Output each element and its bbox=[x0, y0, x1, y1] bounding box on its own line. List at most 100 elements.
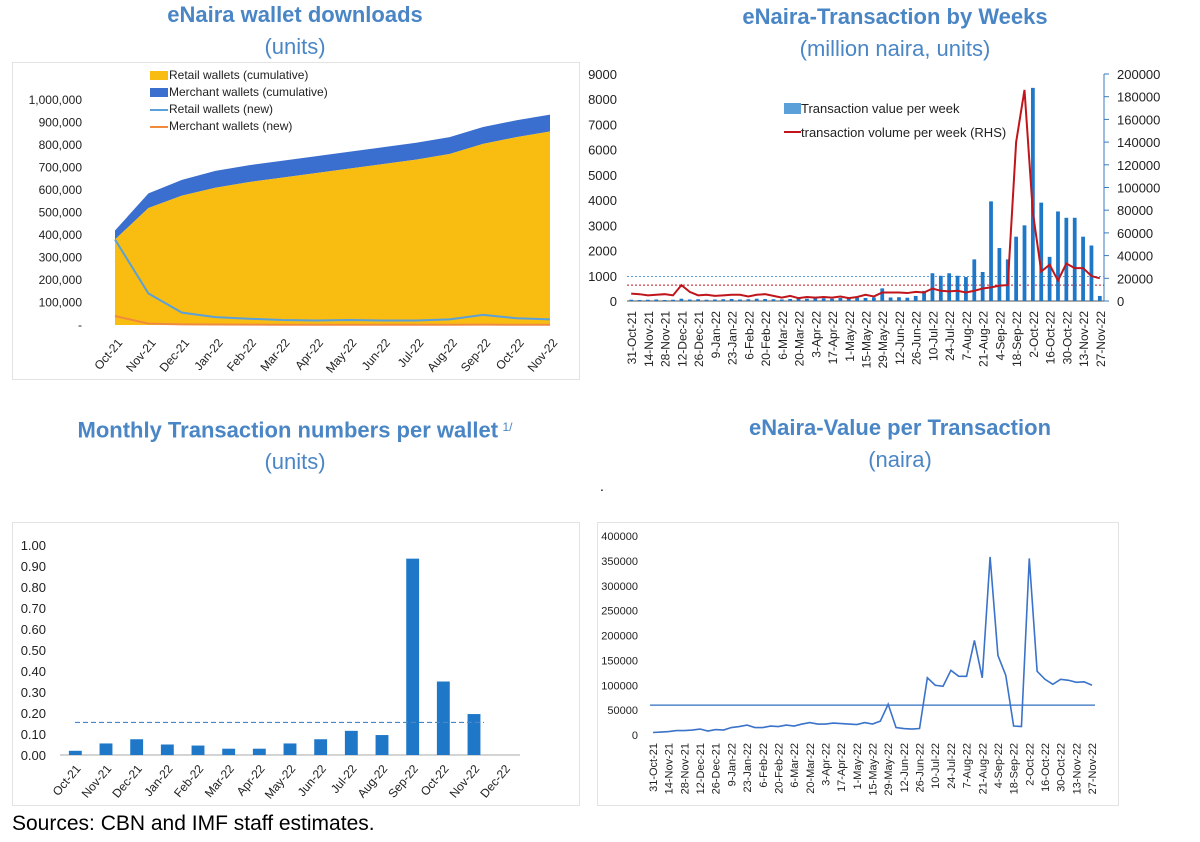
x-tick-label: 27-Nov-22 bbox=[1094, 311, 1108, 367]
y-tick-label: 250000 bbox=[601, 606, 638, 618]
y-tick-label: 0.60 bbox=[21, 622, 46, 637]
y-tick-label: 200,000 bbox=[39, 273, 83, 287]
y-tick-label: 100,000 bbox=[39, 296, 83, 310]
bar-transaction-value bbox=[1014, 236, 1019, 301]
y-left-tick-label: 4000 bbox=[588, 193, 617, 208]
x-tick-label: Jul-22 bbox=[395, 336, 427, 370]
bar-transaction-value bbox=[654, 299, 659, 301]
legend-swatch bbox=[150, 71, 168, 80]
x-tick-label: Aug-22 bbox=[424, 336, 460, 375]
x-tick-label: 7-Aug-22 bbox=[962, 743, 974, 788]
x-tick-label: Mar-22 bbox=[257, 336, 292, 374]
bar-transaction-value bbox=[905, 297, 910, 301]
x-tick-label: 23-Jan-22 bbox=[726, 311, 740, 365]
x-tick-label: 30-Oct-22 bbox=[1056, 743, 1068, 792]
bar-transaction-value bbox=[754, 298, 759, 301]
bar-transaction-value bbox=[880, 288, 885, 301]
y-right-tick-label: 180000 bbox=[1117, 90, 1160, 105]
bar-transaction-value bbox=[1030, 87, 1035, 301]
x-tick-label: Feb-22 bbox=[171, 762, 206, 800]
x-tick-label: 17-Apr-22 bbox=[836, 743, 848, 792]
bar-transaction-value bbox=[1089, 245, 1094, 301]
x-tick-label: 20-Mar-22 bbox=[805, 743, 817, 794]
chart-title-4: eNaira-Value per Transaction (naira) bbox=[640, 413, 1160, 474]
y-right-tick-label: 140000 bbox=[1117, 135, 1160, 150]
x-tick-label: 12-Jun-22 bbox=[893, 311, 907, 365]
x-tick-label: 4-Sep-22 bbox=[993, 743, 1005, 788]
x-tick-label: Feb-22 bbox=[224, 336, 259, 374]
x-tick-label: 29-May-22 bbox=[883, 743, 895, 796]
y-left-tick-label: 9000 bbox=[588, 67, 617, 82]
x-tick-label: Dec-21 bbox=[157, 336, 193, 375]
x-tick-label: 6-Feb-22 bbox=[758, 743, 770, 788]
bar-transaction-value bbox=[646, 299, 650, 301]
y-tick-label: 400,000 bbox=[39, 228, 83, 242]
x-tick-label: 12-Dec-21 bbox=[675, 311, 689, 367]
x-tick-label: 17-Apr-22 bbox=[826, 311, 840, 365]
y-tick-label: 0.30 bbox=[21, 685, 46, 700]
bar-transaction-value bbox=[796, 298, 801, 301]
x-tick-label: 1-May-22 bbox=[852, 743, 864, 789]
bar-transaction-value bbox=[1056, 211, 1060, 301]
x-tick-label: May-22 bbox=[323, 336, 360, 376]
y-tick-label: 350000 bbox=[601, 556, 638, 568]
y-left-tick-label: 2000 bbox=[588, 244, 617, 259]
x-tick-label: Nov-22 bbox=[447, 762, 483, 801]
x-tick-label: Oct-22 bbox=[493, 336, 527, 373]
x-tick-label: 23-Jan-22 bbox=[742, 743, 754, 793]
x-tick-label: 9-Jan-22 bbox=[726, 743, 738, 786]
y-tick-label: 700,000 bbox=[39, 161, 83, 175]
series-line-retail-new bbox=[114, 238, 551, 322]
title-text: eNaira-Value per Transaction bbox=[748, 415, 1052, 440]
x-tick-label: 24-Jul-22 bbox=[946, 743, 958, 789]
bar-transactions-per-wallet bbox=[191, 745, 205, 755]
x-tick-label: 6-Feb-22 bbox=[742, 311, 756, 360]
bar-transaction-value bbox=[863, 297, 868, 301]
bar-transaction-value bbox=[779, 299, 784, 301]
bar-transaction-value bbox=[763, 298, 767, 301]
x-tick-label: Jun-22 bbox=[295, 762, 330, 799]
x-tick-label: 26-Dec-21 bbox=[692, 311, 706, 367]
bar-transaction-value bbox=[913, 295, 918, 301]
x-tick-label: 2-Oct-22 bbox=[1027, 311, 1041, 358]
x-tick-label: 16-Oct-22 bbox=[1044, 311, 1058, 365]
x-tick-label: 15-May-22 bbox=[868, 743, 880, 796]
x-tick-label: 6-Mar-22 bbox=[776, 311, 790, 360]
y-right-tick-label: 160000 bbox=[1117, 112, 1160, 127]
x-tick-label: 20-Mar-22 bbox=[793, 311, 807, 367]
legend-label: Merchant wallets (new) bbox=[169, 119, 292, 133]
x-tick-label: 18-Sep-22 bbox=[1009, 743, 1021, 794]
y-tick-label: 500,000 bbox=[39, 206, 83, 220]
title-text: eNaira-Transaction by Weeks bbox=[742, 4, 1048, 29]
bar-transaction-value bbox=[838, 297, 843, 301]
bar-transactions-per-wallet bbox=[99, 743, 113, 755]
bar-transaction-value bbox=[1047, 256, 1052, 301]
bar-transaction-value bbox=[830, 298, 834, 301]
bar-transaction-value bbox=[729, 298, 734, 301]
bar-transactions-per-wallet bbox=[467, 714, 481, 755]
y-tick-label: 0.10 bbox=[21, 727, 46, 742]
bar-transaction-value bbox=[679, 298, 684, 301]
bar-transaction-value bbox=[629, 299, 634, 301]
x-tick-label: Jan-22 bbox=[191, 336, 226, 373]
x-tick-label: 31-Oct-21 bbox=[625, 311, 639, 365]
bar-transaction-value bbox=[671, 299, 675, 301]
bar-transactions-per-wallet bbox=[314, 739, 328, 755]
y-tick-label: 600,000 bbox=[39, 183, 83, 197]
y-left-tick-label: 0 bbox=[610, 294, 617, 309]
x-tick-label: Oct-22 bbox=[418, 762, 452, 799]
x-tick-label: 14-Nov-21 bbox=[642, 311, 656, 367]
series-area-retail-cumulative bbox=[115, 131, 550, 325]
bar-transaction-value bbox=[821, 298, 826, 301]
bar-transactions-per-wallet bbox=[160, 744, 174, 755]
bar-transaction-value bbox=[897, 297, 901, 301]
y-tick-label: 0.80 bbox=[21, 580, 46, 595]
x-tick-label: 28-Nov-21 bbox=[659, 311, 673, 367]
bar-transaction-value bbox=[746, 299, 751, 301]
y-right-tick-label: 80000 bbox=[1117, 203, 1153, 218]
x-tick-label: Mar-22 bbox=[202, 762, 237, 800]
legend-label: Retail wallets (new) bbox=[169, 102, 273, 116]
y-right-tick-label: 20000 bbox=[1117, 271, 1153, 286]
bar-transaction-value bbox=[696, 299, 701, 301]
y-tick-label: 0 bbox=[632, 730, 638, 742]
